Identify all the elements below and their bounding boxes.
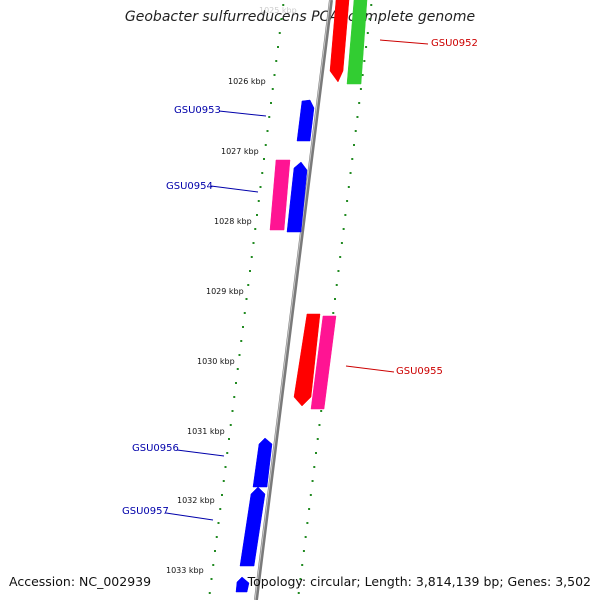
label-gsu0955[interactable]: GSU0955: [396, 366, 443, 377]
kbp-label-1027: 1027 kbp: [221, 147, 259, 156]
gene-gsu0952[interactable]: [329, 0, 350, 83]
gene-small-forward[interactable]: [235, 576, 250, 593]
kbp-label-1032: 1032 kbp: [177, 496, 215, 505]
gene-rna-gsu0954[interactable]: [269, 159, 291, 231]
gene-gsu0953[interactable]: [296, 99, 315, 142]
kbp-label-1031: 1031 kbp: [187, 427, 225, 436]
callout-line-gsu0954: [210, 185, 259, 193]
genome-summary-text: Topology: circular; Length: 3,814,139 bp…: [247, 574, 591, 589]
kbp-label-1029: 1029 kbp: [206, 287, 244, 296]
label-gsu0957[interactable]: GSU0957: [122, 506, 169, 517]
label-gsu0954[interactable]: GSU0954: [166, 181, 213, 192]
kbp-label-1028: 1028 kbp: [214, 217, 252, 226]
kbp-label-1025: 1025 kbp: [259, 6, 297, 15]
gene-other-green[interactable]: [346, 0, 368, 85]
callout-line-gsu0956: [176, 449, 225, 457]
callout-line-gsu0955: [345, 365, 395, 373]
callout-line-gsu0957: [165, 512, 214, 521]
gene-gsu0954[interactable]: [286, 161, 308, 233]
gene-rna-gsu0955[interactable]: [310, 315, 337, 410]
map-title: Geobacter sulfurreducens PCA, complete g…: [124, 9, 476, 25]
kbp-label-1026: 1026 kbp: [228, 77, 266, 86]
gene-features: [235, 0, 368, 593]
accession-text: Accession: NC_002939: [9, 574, 152, 589]
label-gsu0956[interactable]: GSU0956: [132, 443, 179, 454]
gene-gsu0956[interactable]: [252, 437, 273, 488]
kbp-axis-labels: 1025 kbp 1026 kbp 1027 kbp 1028 kbp 1029…: [166, 6, 297, 575]
gene-gsu0957[interactable]: [239, 486, 266, 567]
kbp-label-1033: 1033 kbp: [166, 566, 204, 575]
genome-backbone: [254, 0, 333, 600]
gene-callouts: GSU0952 GSU0953 GSU0954 GSU0955 GSU0956 …: [122, 38, 478, 521]
right-tick-ring: [297, 4, 373, 594]
callout-line-gsu0952: [379, 39, 429, 45]
genome-backbone-highlight: [254, 0, 331, 600]
kbp-label-1030: 1030 kbp: [197, 357, 235, 366]
gene-gsu0955[interactable]: [293, 313, 321, 407]
left-tick-ring: [208, 4, 285, 594]
label-gsu0952[interactable]: GSU0952: [431, 38, 478, 49]
label-gsu0953[interactable]: GSU0953: [174, 105, 221, 116]
callout-line-gsu0953: [218, 110, 267, 117]
